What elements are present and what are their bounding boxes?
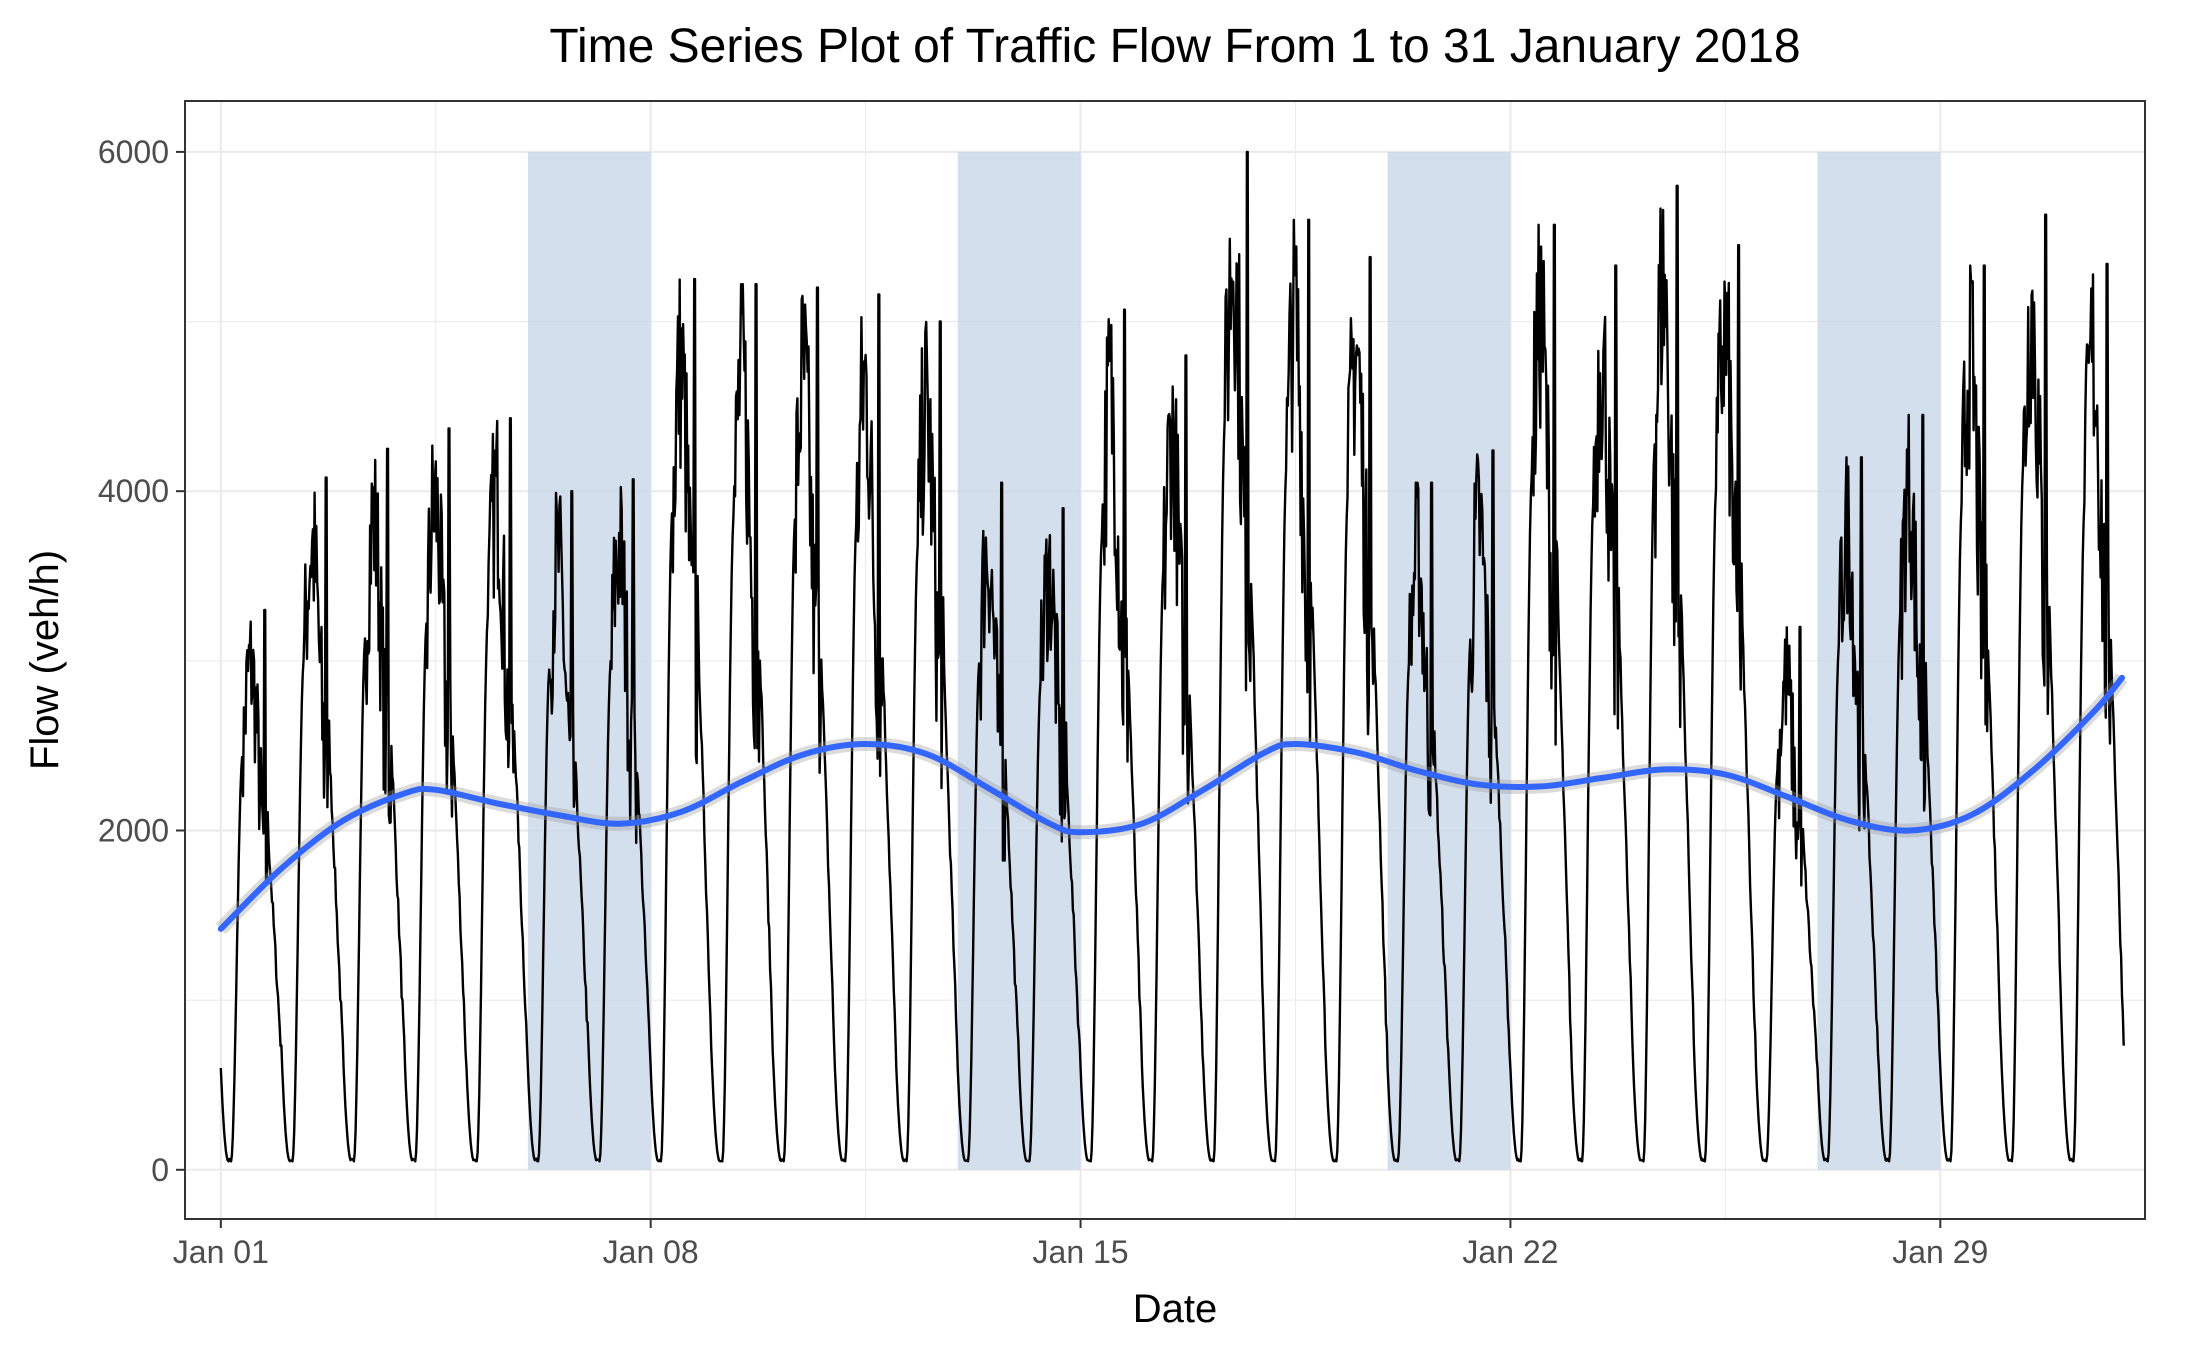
y-axis-ticks: 0 2000 4000 6000 bbox=[98, 134, 185, 1188]
panel-border bbox=[184, 100, 2146, 1220]
y-tick-label: 6000 bbox=[98, 134, 169, 170]
y-tick-label: 4000 bbox=[98, 473, 169, 509]
smooth-line bbox=[217, 674, 2125, 932]
x-tick-label: Jan 29 bbox=[1892, 1234, 1988, 1270]
plot-panel bbox=[184, 100, 2146, 1220]
x-tick-label: Jan 15 bbox=[1033, 1234, 1129, 1270]
x-axis-ticks: Jan 01 Jan 08 Jan 15 Jan 22 Jan 29 bbox=[173, 1219, 1988, 1270]
chart-title: Time Series Plot of Traffic Flow From 1 … bbox=[549, 20, 1800, 73]
y-axis-title: Flow (veh/h) bbox=[23, 550, 67, 770]
smooth-series bbox=[215, 673, 2128, 934]
flow-line bbox=[219, 150, 2125, 1163]
weekend-band bbox=[957, 151, 1081, 1170]
x-tick-label: Jan 22 bbox=[1462, 1234, 1558, 1270]
flow-series bbox=[219, 150, 2125, 1163]
x-tick-label: Jan 01 bbox=[173, 1234, 269, 1270]
y-tick-label: 0 bbox=[151, 1152, 169, 1188]
y-tick-label: 2000 bbox=[98, 812, 169, 848]
x-tick-label: Jan 08 bbox=[603, 1234, 699, 1270]
weekend-band bbox=[527, 151, 651, 1170]
x-axis-title: Date bbox=[1133, 1287, 1218, 1331]
